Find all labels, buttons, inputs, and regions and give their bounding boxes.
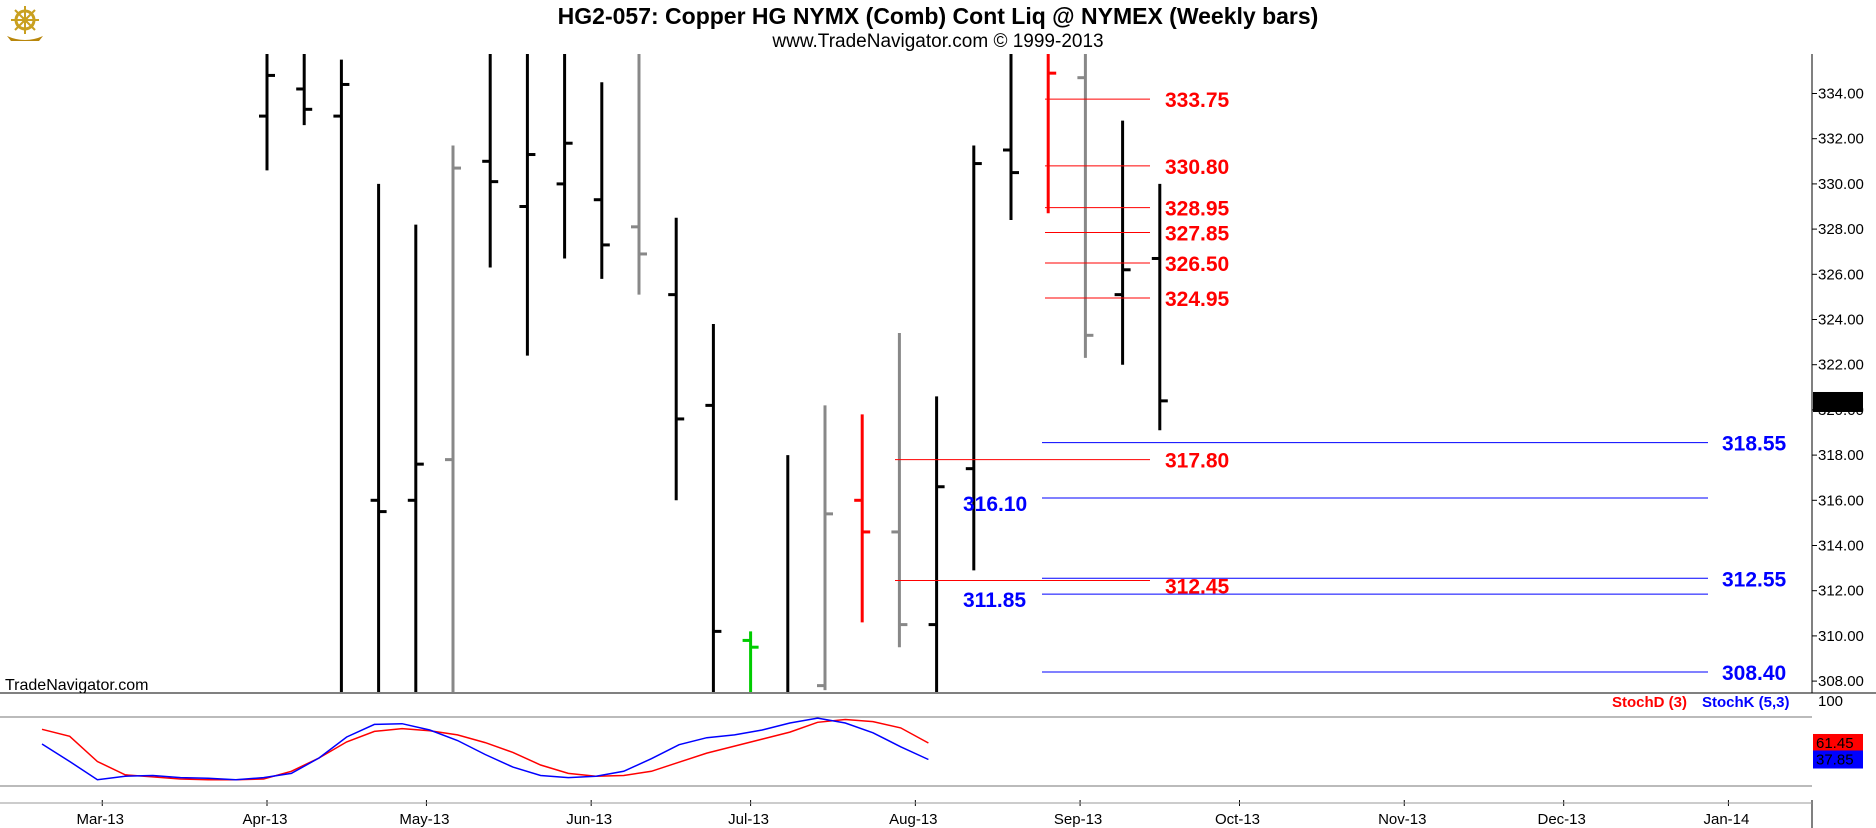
x-tick-label: Nov-13: [1378, 811, 1426, 828]
level-label: 333.75: [1165, 89, 1230, 112]
y-tick-label: 326.00: [1818, 266, 1864, 283]
y-tick-label: 330.00: [1818, 176, 1864, 193]
ohlc-bar: [668, 217, 685, 501]
ohlc-bar: [407, 224, 424, 692]
ohlc-bar: [705, 324, 722, 692]
y-tick-label: 312.00: [1818, 583, 1864, 600]
ohlc-bar: [1114, 120, 1131, 365]
chart-subtitle: www.TradeNavigator.com © 1999-2013: [772, 31, 1104, 52]
y-tick-label: 324.00: [1818, 312, 1864, 329]
level-label: 326.50: [1165, 253, 1229, 276]
stoch-plot-area: [0, 693, 1876, 800]
y-tick-label: 322.00: [1818, 357, 1864, 374]
stoch-last-box: [1813, 750, 1863, 769]
ohlc-bar: [631, 54, 647, 295]
ohlc-bar: [259, 54, 275, 171]
stoch-legend-label: StochK (5,3): [1702, 694, 1790, 711]
stoch-last-label: 37.85: [1816, 752, 1854, 769]
ohlc-bar: [445, 145, 461, 692]
ohlc-bar: [742, 631, 759, 692]
ohlc-bar: [1077, 54, 1094, 358]
ship-wheel-logo-icon: [5, 3, 45, 43]
level-label: 318.55: [1722, 433, 1787, 456]
ohlc-bar: [817, 405, 833, 691]
price-bars: [259, 54, 1168, 692]
ohlc-bar: [1151, 183, 1168, 431]
ohlc-bar: [296, 54, 313, 126]
x-tick-label: Jan-14: [1703, 811, 1749, 828]
ohlc-bar: [333, 59, 350, 692]
chart-header: HG2-057: Copper HG NYMX (Comb) Cont Liq …: [0, 0, 1876, 54]
watermark-text: TradeNavigator.com: [5, 677, 148, 694]
stoch-last-box: [1813, 733, 1863, 752]
y-tick-label: 332.00: [1818, 131, 1864, 148]
level-label: 312.55: [1722, 568, 1787, 591]
x-tick-label: Jun-13: [566, 811, 612, 828]
x-tick-label: Sep-13: [1054, 811, 1102, 828]
y-tick-label: 318.00: [1818, 447, 1864, 464]
chart-title: HG2-057: Copper HG NYMX (Comb) Cont Liq …: [557, 3, 1319, 29]
y-tick-label: 316.00: [1818, 492, 1864, 509]
x-tick-label: Dec-13: [1538, 811, 1586, 828]
level-label: 324.95: [1165, 288, 1230, 311]
stoch-legend-label: StochD (3): [1612, 694, 1687, 711]
level-label: 328.95: [1165, 198, 1230, 221]
stoch-series-line: [41, 718, 929, 781]
x-tick-label: May-13: [399, 811, 449, 828]
ohlc-bar: [965, 145, 982, 571]
x-tick-label: Oct-13: [1215, 811, 1260, 828]
y-tick-label: 314.00: [1818, 538, 1864, 555]
stoch-series-line: [41, 717, 929, 781]
ohlc-bar: [928, 396, 945, 692]
y-tick-label: 328.00: [1818, 221, 1864, 238]
level-label: 327.85: [1165, 222, 1230, 245]
level-label: 330.80: [1165, 156, 1229, 179]
stoch-y-tick-label: 100: [1818, 693, 1843, 710]
x-tick-label: Aug-13: [889, 811, 937, 828]
ohlc-bar: [556, 54, 573, 259]
ohlc-bar: [370, 183, 387, 692]
ohlc-bar: [854, 414, 871, 623]
ohlc-bar: [593, 82, 610, 279]
level-label: 317.80: [1165, 450, 1229, 473]
ohlc-bar: [1003, 54, 1019, 221]
level-label: 316.10: [963, 493, 1027, 516]
level-label: 311.85: [963, 589, 1026, 612]
last-price-label: 320.35: [1816, 394, 1862, 411]
ohlc-bar: [786, 455, 790, 692]
x-tick-label: Apr-13: [242, 811, 287, 828]
y-tick-label: 310.00: [1818, 628, 1864, 645]
y-tick-label: 334.00: [1818, 86, 1864, 103]
level-label: 308.40: [1722, 662, 1786, 685]
level-label: 312.45: [1165, 576, 1230, 599]
ohlc-bar: [519, 54, 536, 356]
y-tick-label: 308.00: [1818, 673, 1864, 690]
ohlc-bar: [482, 54, 499, 268]
stoch-last-label: 61.45: [1816, 735, 1854, 752]
x-tick-label: Mar-13: [76, 811, 124, 828]
ohlc-bar: [891, 333, 908, 648]
ohlc-bar: [1046, 54, 1057, 214]
last-price-box: [1813, 391, 1863, 412]
x-tick-label: Jul-13: [728, 811, 769, 828]
